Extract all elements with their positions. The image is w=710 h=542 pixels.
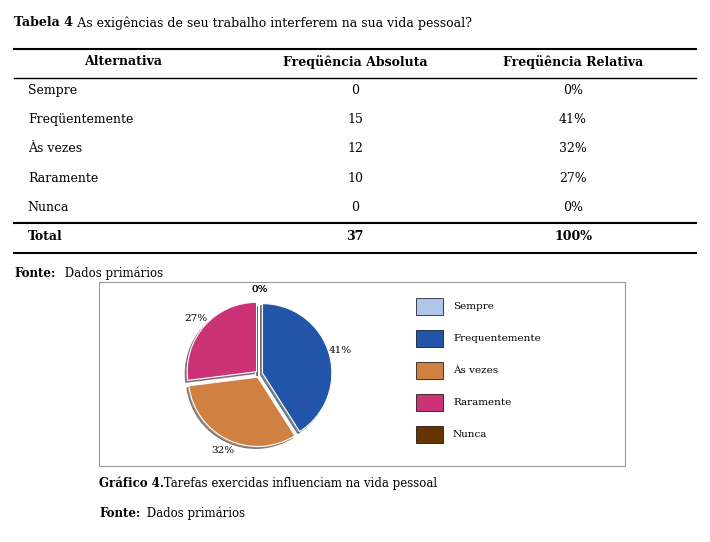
Bar <box>416 330 443 347</box>
Text: Dados primários: Dados primários <box>60 267 163 280</box>
Text: Sempre: Sempre <box>28 84 77 97</box>
Text: – As exigências de seu trabalho interferem na sua vida pessoal?: – As exigências de seu trabalho interfer… <box>63 16 472 30</box>
Text: Fonte:: Fonte: <box>14 267 55 280</box>
Text: 32%: 32% <box>559 143 587 156</box>
Text: Tabela 4: Tabela 4 <box>14 16 73 29</box>
Text: 0%: 0% <box>563 201 583 214</box>
Wedge shape <box>187 302 256 380</box>
Wedge shape <box>189 377 295 447</box>
Text: 41%: 41% <box>329 346 352 355</box>
Text: 0: 0 <box>351 84 359 97</box>
Wedge shape <box>263 304 332 431</box>
Text: Freqüentemente: Freqüentemente <box>28 113 133 126</box>
Text: Total: Total <box>28 230 62 243</box>
Text: Tarefas exercidas influenciam na vida pessoal: Tarefas exercidas influenciam na vida pe… <box>160 477 437 490</box>
Text: 0: 0 <box>351 201 359 214</box>
Text: Nunca: Nunca <box>28 201 70 214</box>
Text: Sempre: Sempre <box>453 302 494 311</box>
Text: 0%: 0% <box>563 84 583 97</box>
Text: Freqüência Absoluta: Freqüência Absoluta <box>283 55 427 69</box>
Text: Freqüência Relativa: Freqüência Relativa <box>503 55 643 69</box>
Bar <box>416 426 443 443</box>
Text: 10: 10 <box>347 172 363 185</box>
Text: 32%: 32% <box>212 446 235 455</box>
Text: Raramente: Raramente <box>453 398 511 407</box>
Text: Alternativa: Alternativa <box>84 55 163 68</box>
Text: Gráfico 4.: Gráfico 4. <box>99 477 165 490</box>
Text: Dados primários: Dados primários <box>143 507 245 520</box>
Text: 0%: 0% <box>251 285 268 294</box>
Text: 0%: 0% <box>251 285 268 294</box>
Text: Nunca: Nunca <box>453 430 487 439</box>
Text: Fonte:: Fonte: <box>99 507 141 520</box>
Text: 15: 15 <box>347 113 363 126</box>
Text: Raramente: Raramente <box>28 172 98 185</box>
Text: Às vezes: Às vezes <box>28 143 82 156</box>
Text: 41%: 41% <box>559 113 587 126</box>
Text: Frequentemente: Frequentemente <box>453 334 541 343</box>
Bar <box>416 362 443 379</box>
Text: Às vezes: Às vezes <box>453 366 498 375</box>
Text: 100%: 100% <box>554 230 592 243</box>
Bar <box>416 394 443 411</box>
Text: 27%: 27% <box>184 313 207 322</box>
Text: 12: 12 <box>347 143 363 156</box>
Bar <box>416 298 443 315</box>
Text: 27%: 27% <box>559 172 587 185</box>
Text: 37: 37 <box>346 230 364 243</box>
